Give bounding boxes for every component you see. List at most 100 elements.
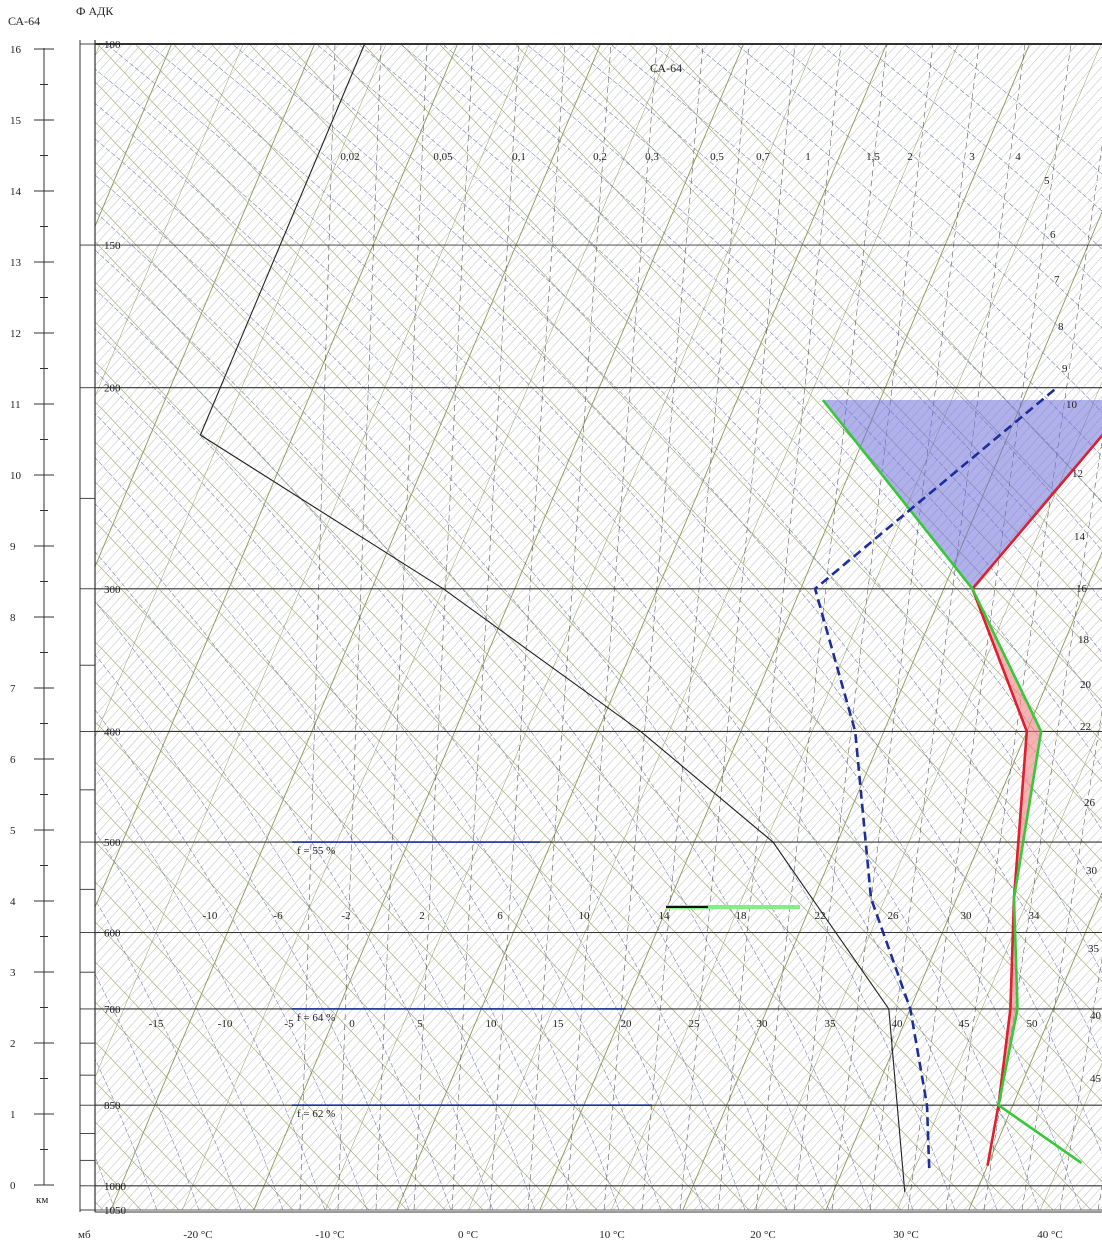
mixing-ratio-line (375, 44, 428, 1210)
hatch-line (441, 476, 1102, 1210)
hatch-line (774, 846, 1102, 1210)
hatch-line (567, 616, 1102, 1210)
hatch-line (95, 44, 502, 497)
isotherm-line (468, 44, 959, 1210)
adiabat-label: 25 (689, 1018, 701, 1030)
hatch-line (369, 396, 1102, 1210)
hatch-line (252, 266, 1102, 1210)
hatch-line (95, 44, 493, 487)
hatch-line (297, 316, 1102, 1210)
hatch-line (95, 44, 214, 177)
adiabat-label: 35 (825, 1018, 837, 1030)
hatch-line (324, 346, 1102, 1210)
moist-adiabat-line (95, 102, 956, 1210)
hatch-line (95, 44, 727, 747)
hatch-line (95, 44, 1060, 1117)
hatch-line (0, 44, 69, 1210)
hatch-line (95, 44, 907, 947)
moist-adiabat-line (736, 44, 1102, 371)
hatch-line (95, 44, 871, 907)
moist-adiabat-line (95, 68, 998, 1210)
hatch-line (95, 44, 439, 427)
dry-adiabat-line (95, 681, 598, 1210)
dry-adiabat-line (97, 44, 1102, 1103)
hatch-line (576, 626, 1102, 1210)
dry-adiabat-line (95, 921, 370, 1210)
isotherm-line (897, 722, 1102, 1210)
hatch-line (243, 256, 1102, 1210)
hatch-line (198, 206, 1102, 1210)
hatch-line (95, 46, 1102, 1167)
mixing-ratio-label: 8 (1058, 321, 1064, 333)
hatch-line (783, 856, 1102, 1210)
dry-adiabat-line (439, 44, 1102, 743)
humidity-label: f = 62 % (297, 1108, 335, 1120)
axes (34, 40, 1102, 1213)
dry-adiabat-line (0, 44, 27, 1210)
height-unit-label: км (36, 1194, 48, 1206)
hatch-line (95, 44, 673, 687)
moist-adiabat-line (95, 138, 914, 1210)
adiabat-label: 45 (959, 1018, 971, 1030)
hatch-line (95, 44, 205, 167)
height-tick-label: 16 (10, 44, 22, 56)
moist-adiabat-line (95, 413, 620, 1210)
mixing-ratio-line (451, 44, 520, 1210)
hatch-line (639, 696, 1102, 1210)
hatch-line (95, 44, 538, 537)
hatch-line (999, 1096, 1102, 1210)
mixing-ratio-label: 0,3 (645, 151, 659, 163)
height-tick-label: 5 (10, 825, 16, 837)
isobar-label: 600 (104, 927, 121, 939)
hatch-line (95, 44, 889, 927)
negative-energy-area (822, 400, 1102, 589)
height-tick-label: 0 (10, 1180, 16, 1192)
mixing-ratio-line (907, 44, 1072, 1210)
isotherm-line (95, 44, 101, 57)
hatch-line (162, 166, 1102, 1210)
mixing-ratio-line (831, 44, 980, 1210)
moist-adiabat-line (95, 249, 788, 1210)
hatch-line (855, 936, 1102, 1210)
hatch-line (95, 44, 988, 1037)
moist-adiabat-line (95, 768, 326, 1210)
adiabat-label: 10 (579, 910, 591, 922)
hatch-line (95, 44, 583, 587)
hatch-line (95, 44, 367, 347)
hatch-line (95, 44, 943, 987)
adiabat-label: -10 (203, 910, 218, 922)
dry-adiabat-line (211, 44, 1102, 983)
mixing-ratio-line (755, 44, 888, 1210)
moist-adiabat-line (0, 44, 73, 1210)
moist-adiabat-line (694, 44, 1102, 413)
dry-adiabat-line (95, 1161, 142, 1210)
hatch-line (414, 446, 1102, 1210)
dry-adiabat-line (95, 401, 864, 1210)
hatch-line (333, 356, 1102, 1210)
hatch-line (95, 44, 394, 377)
dry-adiabat-line (95, 441, 826, 1210)
mixing-ratio-label: 7 (1054, 274, 1060, 286)
hatch-line (95, 44, 124, 77)
mixing-ratio-label: 0,7 (756, 151, 770, 163)
temperature-tick-label: 0 °C (458, 1229, 478, 1241)
hatch-line (126, 126, 1102, 1210)
hatch-line (95, 44, 421, 407)
mixing-ratio-label: 16 (1076, 583, 1088, 595)
moist-adiabat-line (95, 601, 452, 1210)
hatch-line (0, 44, 33, 1210)
diagram-background (0, 44, 1102, 1210)
mixing-ratio-line (793, 44, 934, 1210)
isotherm-line (95, 44, 530, 1079)
adiabat-label: 0 (349, 1018, 355, 1030)
mixing-ratio-label: 35 (1088, 943, 1100, 955)
moist-adiabat-line (568, 44, 1102, 551)
isotherm-line (95, 44, 244, 398)
hatch-line (270, 286, 1102, 1210)
moist-adiabat-line (274, 44, 1102, 974)
hatch-line (95, 44, 952, 997)
hatch-line (95, 44, 1051, 1107)
hatch-line (0, 44, 60, 1210)
dry-adiabat-line (95, 1121, 180, 1210)
hatch-line (95, 44, 547, 547)
